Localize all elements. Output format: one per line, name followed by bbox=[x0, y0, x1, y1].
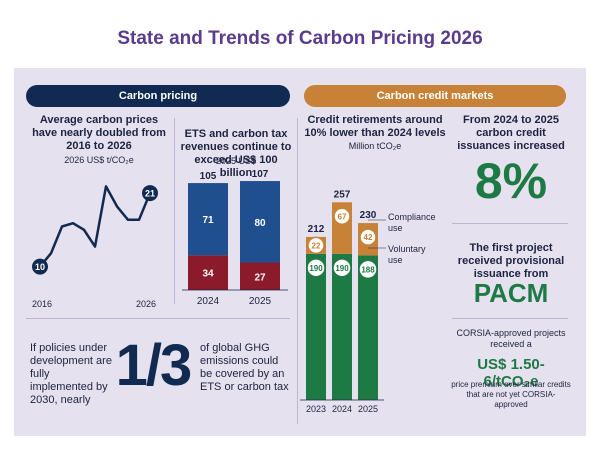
retire-compliance-badge-2024 bbox=[333, 207, 351, 226]
corsia-footnote: price premium over similar credits that … bbox=[451, 380, 571, 409]
section-header-carbon-pricing: Carbon pricing bbox=[26, 85, 290, 107]
revenue-total-2025: 107 bbox=[252, 169, 269, 180]
pacm-value: PACM bbox=[473, 278, 549, 308]
retirement-bar-chart: 190 22 212 2023 190 67 257 2024 188 42 230 2025 bbox=[300, 189, 386, 414]
revenue-total-2024: 105 bbox=[200, 171, 217, 182]
divider-right-1 bbox=[452, 223, 568, 224]
revenue-value-2024-seg-1: 71 bbox=[202, 215, 214, 226]
retire-voluntary-value-2025: 188 bbox=[361, 265, 375, 274]
retire-voluntary-value-2023: 190 bbox=[309, 264, 323, 273]
revenue-heading: ETS and carbon tax revenues continue to … bbox=[180, 128, 292, 179]
retire-xtick-2025: 2025 bbox=[358, 404, 378, 414]
retire-compliance-badge-2025 bbox=[359, 228, 377, 246]
price-line-chart: 10 21 bbox=[32, 185, 158, 275]
retire-bar-2025-voluntary bbox=[358, 255, 378, 400]
price-x-end: 2026 bbox=[136, 299, 157, 309]
retire-total-2024: 257 bbox=[334, 189, 351, 200]
retire-total-2025: 230 bbox=[360, 210, 377, 221]
revenue-value-2024-seg-0: 34 bbox=[202, 269, 214, 280]
revenue-xtick-2024: 2024 bbox=[197, 296, 220, 307]
legend-voluntary: Voluntary use bbox=[388, 244, 426, 265]
retire-bar-2023-voluntary bbox=[306, 253, 326, 400]
price-start-point bbox=[32, 258, 48, 275]
price-x-start: 2016 bbox=[32, 299, 53, 309]
price-unit: 2026 US$ t/CO₂e bbox=[64, 155, 134, 165]
policy-right-text: of global GHG emissions could be covered… bbox=[200, 342, 289, 393]
price-heading: Average carbon prices have nearly double… bbox=[32, 114, 166, 152]
retire-heading: Credit retirements around 10% lower than… bbox=[304, 114, 446, 139]
revenue-xtick-2025: 2025 bbox=[249, 296, 272, 307]
retire-xtick-2023: 2023 bbox=[306, 404, 326, 414]
page-title: State and Trends of Carbon Pricing 2026 bbox=[117, 28, 483, 49]
infographic-panel bbox=[14, 68, 586, 436]
policy-fraction: 1/3 bbox=[115, 333, 193, 398]
revenue-bar-2024-seg-0 bbox=[188, 255, 228, 290]
divider-bottom-left bbox=[26, 318, 290, 319]
price-series-line bbox=[39, 185, 152, 268]
revenue-value-2025-seg-1: 80 bbox=[254, 218, 266, 229]
section-header-carbon-credit-markets: Carbon credit markets bbox=[304, 85, 566, 107]
revenue-value-2025-seg-0: 27 bbox=[254, 272, 266, 283]
retire-compliance-badge-2023 bbox=[307, 236, 325, 255]
price-end-label: 21 bbox=[145, 189, 155, 199]
retire-voluntary-badge-2024 bbox=[332, 258, 352, 278]
retire-total-2023: 212 bbox=[308, 224, 325, 235]
retire-voluntary-badge-2025 bbox=[358, 259, 378, 280]
corsia-text: CORSIA-approved projects received a bbox=[456, 328, 566, 349]
issuance-text: From 2024 to 2025 carbon credit issuance… bbox=[457, 114, 565, 152]
retire-unit: Million tCO₂e bbox=[348, 141, 402, 151]
revenue-bar-chart: 34 71 105 2024 27 80 107 2025 bbox=[182, 169, 288, 307]
retire-compliance-value-2024: 67 bbox=[338, 212, 347, 221]
legend-compliance: Compliance use bbox=[388, 212, 436, 233]
revenue-bar-2025-seg-0 bbox=[240, 262, 280, 290]
revenue-bar-2025-seg-1 bbox=[240, 181, 280, 263]
price-start-label: 10 bbox=[35, 262, 45, 272]
retire-voluntary-value-2024: 190 bbox=[335, 264, 349, 273]
corsia-value: US$ 1.50-6/tCO₂e bbox=[477, 356, 545, 390]
retire-compliance-value-2025: 42 bbox=[364, 233, 373, 242]
retire-xtick-2024: 2024 bbox=[332, 404, 352, 414]
issuance-value: 8% bbox=[474, 153, 548, 209]
policy-left-text: If policies under development are fully … bbox=[30, 342, 112, 406]
retire-bar-2024-voluntary bbox=[332, 253, 352, 400]
retire-compliance-value-2023: 22 bbox=[312, 241, 321, 250]
revenue-unit: 2025 US$ bbox=[215, 156, 257, 166]
divider-right-2 bbox=[452, 318, 568, 319]
revenue-bar-2024-seg-1 bbox=[188, 183, 228, 256]
divider-middle bbox=[297, 118, 298, 424]
price-end-point bbox=[142, 185, 158, 202]
retire-voluntary-badge-2023 bbox=[306, 258, 326, 278]
divider-left bbox=[174, 118, 175, 304]
pacm-text: The first project received provisional i… bbox=[457, 242, 565, 280]
